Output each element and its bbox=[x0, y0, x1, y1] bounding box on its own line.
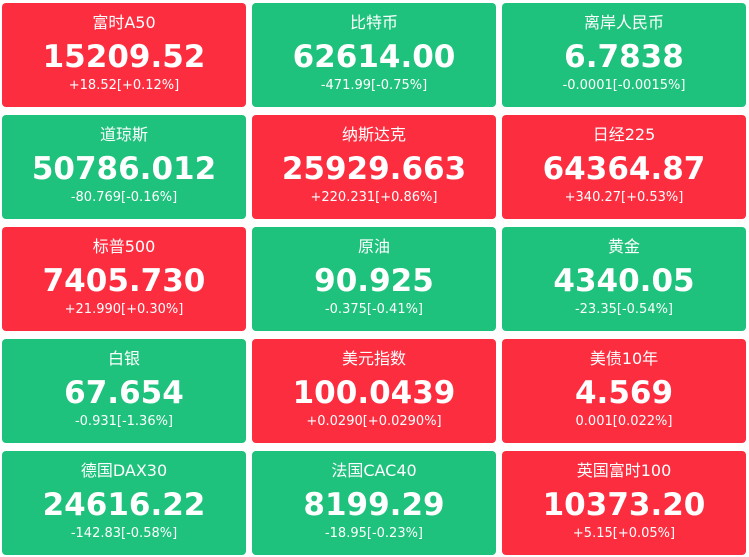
quote-tile[interactable]: 美债10年 4.569 0.001[0.022%] bbox=[502, 339, 746, 443]
quote-tile[interactable]: 比特币 62614.00 -471.99[-0.75%] bbox=[252, 3, 496, 107]
quote-name: 道琼斯 bbox=[99, 125, 148, 144]
quote-change: -471.99[-0.75%] bbox=[320, 78, 428, 93]
quote-change: +220.231[+0.86%] bbox=[310, 190, 438, 205]
quote-change: -142.83[-0.58%] bbox=[70, 526, 178, 541]
quote-value: 100.0439 bbox=[292, 375, 456, 411]
quote-tile[interactable]: 原油 90.925 -0.375[-0.41%] bbox=[252, 227, 496, 331]
quote-tile[interactable]: 德国DAX30 24616.22 -142.83[-0.58%] bbox=[2, 451, 246, 555]
quote-tile[interactable]: 黄金 4340.05 -23.35[-0.54%] bbox=[502, 227, 746, 331]
quote-value: 10373.20 bbox=[542, 487, 706, 523]
quote-name: 原油 bbox=[357, 237, 390, 256]
quote-change: -0.931[-1.36%] bbox=[74, 414, 174, 429]
quote-value: 15209.52 bbox=[42, 39, 206, 75]
quote-tile[interactable]: 白银 67.654 -0.931[-1.36%] bbox=[2, 339, 246, 443]
quote-name: 纳斯达克 bbox=[341, 125, 406, 144]
quote-name: 黄金 bbox=[607, 237, 640, 256]
quote-tile[interactable]: 道琼斯 50786.012 -80.769[-0.16%] bbox=[2, 115, 246, 219]
quote-change: -0.375[-0.41%] bbox=[324, 302, 424, 317]
quote-tile[interactable]: 富时A50 15209.52 +18.52[+0.12%] bbox=[2, 3, 246, 107]
quote-change: -0.0001[-0.0015%] bbox=[562, 78, 686, 93]
quote-value: 8199.29 bbox=[303, 487, 445, 523]
quote-name: 美元指数 bbox=[341, 349, 406, 368]
quote-name: 白银 bbox=[107, 349, 140, 368]
quote-name: 日经225 bbox=[592, 125, 656, 144]
quote-value: 67.654 bbox=[64, 375, 184, 411]
quote-change: -80.769[-0.16%] bbox=[70, 190, 178, 205]
quote-tile[interactable]: 法国CAC40 8199.29 -18.95[-0.23%] bbox=[252, 451, 496, 555]
quote-change: +340.27[+0.53%] bbox=[564, 190, 684, 205]
quote-change: 0.001[0.022%] bbox=[575, 414, 673, 429]
quote-change: -23.35[-0.54%] bbox=[574, 302, 674, 317]
quote-tile[interactable]: 日经225 64364.87 +340.27[+0.53%] bbox=[502, 115, 746, 219]
quote-name: 比特币 bbox=[349, 13, 398, 32]
quote-name: 德国DAX30 bbox=[80, 461, 168, 480]
quote-change: +18.52[+0.12%] bbox=[68, 78, 180, 93]
quote-change: -18.95[-0.23%] bbox=[324, 526, 424, 541]
quote-name: 富时A50 bbox=[92, 13, 156, 32]
quote-tile[interactable]: 美元指数 100.0439 +0.0290[+0.0290%] bbox=[252, 339, 496, 443]
quote-name: 离岸人民币 bbox=[583, 13, 664, 32]
quote-value: 50786.012 bbox=[31, 151, 217, 187]
quote-change: +21.990[+0.30%] bbox=[64, 302, 184, 317]
quote-value: 64364.87 bbox=[542, 151, 706, 187]
quote-name: 法国CAC40 bbox=[331, 461, 417, 480]
quote-change: +5.15[+0.05%] bbox=[572, 526, 676, 541]
quote-tile[interactable]: 纳斯达克 25929.663 +220.231[+0.86%] bbox=[252, 115, 496, 219]
quote-name: 英国富时100 bbox=[576, 461, 672, 480]
quote-value: 4340.05 bbox=[553, 263, 695, 299]
quote-tile[interactable]: 离岸人民币 6.7838 -0.0001[-0.0015%] bbox=[502, 3, 746, 107]
quote-name: 美债10年 bbox=[589, 349, 659, 368]
quote-tile[interactable]: 标普500 7405.730 +21.990[+0.30%] bbox=[2, 227, 246, 331]
quote-change: +0.0290[+0.0290%] bbox=[306, 414, 442, 429]
quote-value: 25929.663 bbox=[281, 151, 467, 187]
quote-value: 6.7838 bbox=[564, 39, 684, 75]
quote-value: 90.925 bbox=[314, 263, 434, 299]
quote-value: 7405.730 bbox=[42, 263, 206, 299]
quote-tile[interactable]: 英国富时100 10373.20 +5.15[+0.05%] bbox=[502, 451, 746, 555]
quote-value: 62614.00 bbox=[292, 39, 456, 75]
quote-name: 标普500 bbox=[92, 237, 156, 256]
quote-value: 4.569 bbox=[574, 375, 674, 411]
quote-value: 24616.22 bbox=[42, 487, 206, 523]
